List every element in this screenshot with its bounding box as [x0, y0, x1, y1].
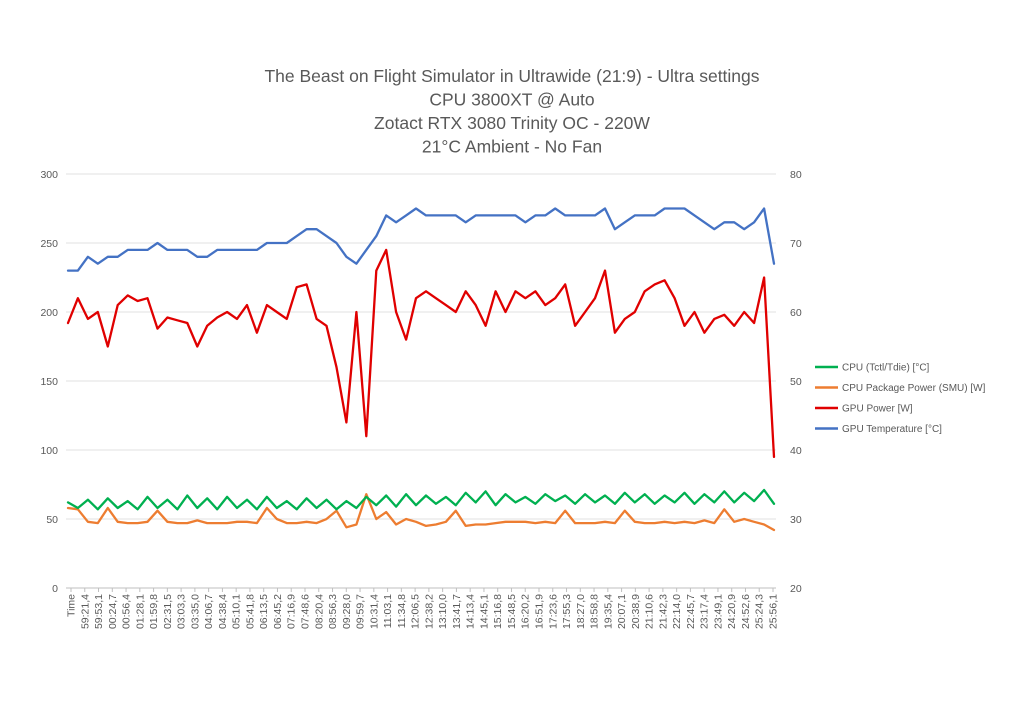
legend-label: GPU Power [W]: [842, 404, 913, 415]
right-y-tick-label: 60: [790, 307, 802, 319]
x-tick-label: 10:31,4: [368, 594, 380, 629]
x-tick-label: 05:41,8: [244, 594, 256, 629]
x-tick-label: 15:16,8: [492, 594, 504, 629]
x-tick-label: 23:17,4: [699, 594, 711, 629]
x-tick-label: 09:59,7: [355, 594, 367, 629]
x-tick-label: 20:38,9: [630, 594, 642, 629]
x-tick-label: 15:48,5: [506, 594, 518, 629]
chart-title-line: The Beast on Flight Simulator in Ultrawi…: [264, 66, 759, 86]
x-tick-label: Time: [66, 594, 78, 617]
chart-title-line: CPU 3800XT @ Auto: [429, 90, 594, 110]
x-tick-label: 00:56,4: [121, 594, 133, 629]
chart-title-line: Zotact RTX 3080 Trinity OC - 220W: [374, 113, 650, 133]
right-y-tick-label: 20: [790, 583, 802, 595]
right-y-axis: 20 30 40 50 60 70 80: [790, 169, 802, 595]
series-line: [66, 493, 776, 532]
gridlines: [66, 173, 776, 589]
x-tick-label: 13:10,0: [437, 594, 449, 629]
x-tick-label: 17:55,3: [561, 594, 573, 629]
left-y-tick-label: 50: [46, 514, 58, 526]
x-tick-label: 14:13,4: [465, 594, 477, 629]
x-tick-label: 21:10,6: [644, 594, 656, 629]
x-tick-label: 18:58,8: [589, 594, 601, 629]
x-tick-label: 07:48,6: [300, 594, 312, 629]
x-tick-label: 23:49,1: [712, 594, 724, 629]
left-y-tick-label: 150: [40, 376, 58, 388]
x-tick-label: 24:20,9: [726, 594, 738, 629]
x-tick-label: 16:20,2: [520, 594, 532, 629]
x-tick-label: 12:38,2: [423, 594, 435, 629]
right-y-tick-label: 30: [790, 514, 802, 526]
x-tick-label: 01:59,8: [148, 594, 160, 629]
x-tick-label: 16:51,9: [534, 594, 546, 629]
x-tick-label: 59:21,4: [79, 594, 91, 629]
right-y-tick-label: 70: [790, 238, 802, 250]
x-tick-label: 01:28,1: [134, 594, 146, 629]
x-tick-label: 25:24,3: [754, 594, 766, 629]
chart-title-line: 21°C Ambient - No Fan: [422, 137, 602, 157]
legend-label: GPU Temperature [°C]: [842, 424, 942, 435]
x-tick-label: 12:06,5: [410, 594, 422, 629]
x-tick-label: 03:03,3: [176, 594, 188, 629]
x-tick-label: 20:07,1: [616, 594, 628, 629]
left-y-tick-label: 100: [40, 445, 58, 457]
x-tick-label: 06:45,2: [272, 594, 284, 629]
x-tick-label: 08:56,3: [327, 594, 339, 629]
x-tick-label: 59:53,1: [93, 594, 105, 629]
x-tick-label: 25:56,1: [768, 594, 780, 629]
series-line: [66, 248, 776, 459]
left-y-axis: 0 50 100 150 200 250 300: [40, 169, 58, 595]
x-tick-label: 02:31,5: [162, 594, 174, 629]
x-tick-label: 11:34,8: [396, 594, 408, 628]
x-tick-label: 04:38,4: [217, 594, 229, 629]
chart-title: The Beast on Flight Simulator in Ultrawi…: [264, 66, 759, 157]
x-tick-label: 19:35,4: [602, 594, 614, 629]
x-tick-label: 13:41,7: [451, 594, 463, 629]
x-tick-label: 00:24,7: [107, 594, 119, 629]
right-y-tick-label: 50: [790, 376, 802, 388]
x-tick-label: 09:28,0: [341, 594, 353, 629]
series-line: [66, 488, 776, 511]
x-tick-label: 17:23,6: [547, 594, 559, 629]
series-line: [66, 207, 776, 272]
right-y-tick-label: 40: [790, 445, 802, 457]
x-tick-label: 21:42,3: [657, 594, 669, 629]
x-tick-label: 24:52,6: [740, 594, 752, 629]
left-y-tick-label: 200: [40, 307, 58, 319]
x-tick-label: 11:03,1: [382, 594, 394, 628]
left-y-tick-label: 300: [40, 169, 58, 181]
x-tick-label: 04:06,7: [203, 594, 215, 629]
x-tick-label: 08:20,4: [313, 594, 325, 629]
legend-label: CPU (Tctl/Tdie) [°C]: [842, 363, 930, 374]
x-tick-label: 05:10,1: [231, 594, 243, 629]
left-y-tick-label: 250: [40, 238, 58, 250]
x-tick-label: 07:16,9: [286, 594, 298, 629]
legend: CPU (Tctl/Tdie) [°C] CPU Package Power (S…: [815, 363, 986, 435]
x-tick-label: 22:45,7: [685, 594, 697, 629]
x-tick-label: 22:14,0: [671, 594, 683, 629]
x-tick-label: 03:35,0: [189, 594, 201, 629]
x-tick-label: 18:27,0: [575, 594, 587, 629]
x-tick-label: 06:13,5: [258, 594, 270, 629]
left-y-tick-label: 0: [52, 583, 58, 595]
x-axis: Time 59:21,4 59:53,1 00:24,7 00:56,4 01:28,1 0…: [66, 588, 780, 629]
right-y-tick-label: 80: [790, 169, 802, 181]
series-lines: [66, 207, 776, 532]
x-tick-label: 14:45,1: [478, 594, 490, 629]
legend-label: CPU Package Power (SMU) [W]: [842, 383, 986, 394]
